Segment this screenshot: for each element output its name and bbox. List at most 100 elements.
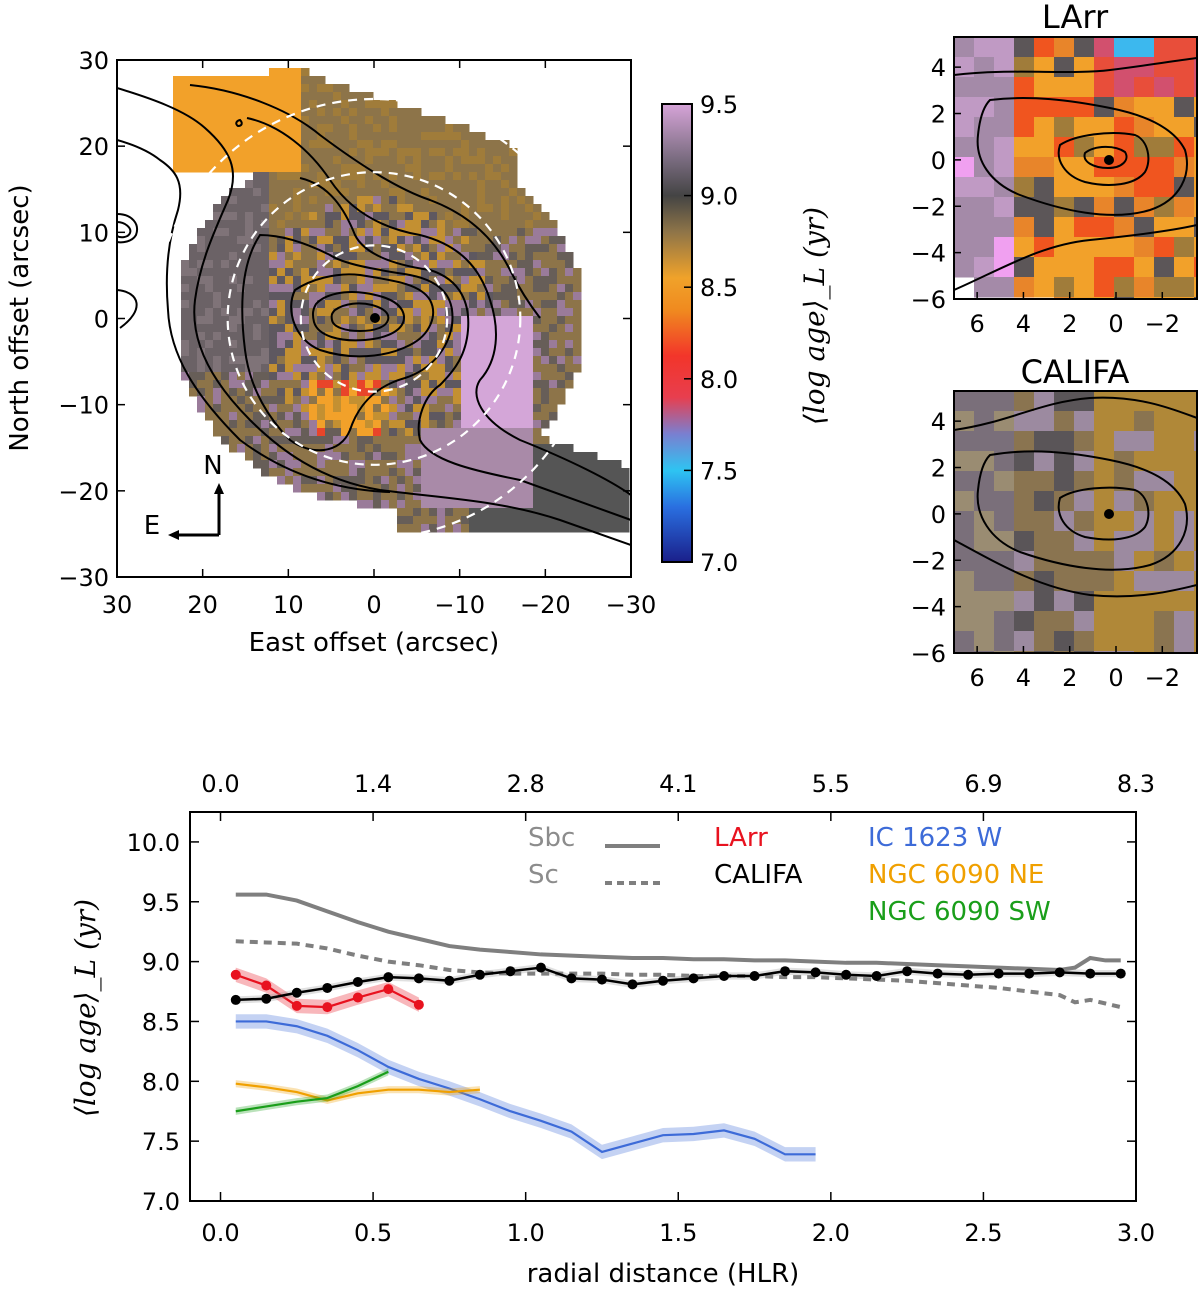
map-pixel [485, 492, 494, 501]
map-pixel [229, 260, 238, 269]
inset-y-tick-label: 2 [931, 455, 946, 483]
map-pixel [621, 468, 630, 477]
map-pixel [573, 356, 582, 365]
map-pixel [317, 220, 326, 229]
main-map-contours [117, 84, 631, 546]
inset-pixel [974, 37, 995, 58]
map-pixel [573, 276, 582, 285]
inset-pixel [1094, 391, 1115, 412]
map-pixel [485, 356, 494, 365]
map-pixel [509, 324, 518, 333]
map-pixel [413, 116, 422, 125]
map-pixel [197, 372, 206, 381]
map-pixel [277, 92, 286, 101]
map-pixel [277, 220, 286, 229]
map-pixel [317, 108, 326, 117]
profile-top-tick-label: 0.0 [201, 770, 239, 798]
map-pixel [445, 284, 454, 293]
inset-pixel [1054, 77, 1075, 98]
map-pixel [245, 292, 254, 301]
map-pixel [365, 276, 374, 285]
map-pixel [493, 252, 502, 261]
map-pixel [421, 316, 430, 325]
series-line-califa [235, 966, 1121, 1002]
map-pixel [501, 332, 510, 341]
map-pixel [341, 156, 350, 165]
map-pixel [301, 292, 310, 301]
series-band-ic-1623-w [235, 1014, 816, 1162]
map-pixel [517, 388, 526, 397]
map-pixel [437, 268, 446, 277]
map-pixel [333, 492, 342, 501]
inset-pixel [1034, 591, 1055, 612]
map-pixel [341, 396, 350, 405]
map-pixel [453, 180, 462, 189]
map-pixel [189, 284, 198, 293]
map-pixel [517, 516, 526, 525]
map-pixel [325, 148, 334, 157]
map-pixel [421, 356, 430, 365]
map-pixel [245, 220, 254, 229]
map-pixel [485, 172, 494, 181]
map-pixel [381, 244, 390, 253]
map-pixel [181, 308, 190, 317]
series-point-califa [749, 970, 760, 981]
map-pixel [221, 196, 230, 205]
map-pixel [437, 228, 446, 237]
map-pixel [237, 156, 246, 165]
map-pixel [213, 212, 222, 221]
inset-pixel [1034, 157, 1055, 178]
map-pixel [493, 204, 502, 213]
map-pixel [357, 116, 366, 125]
map-pixel [549, 324, 558, 333]
inset-pixel [1094, 431, 1115, 452]
map-pixel [477, 188, 486, 197]
map-pixel [533, 284, 542, 293]
inset-pixel [1194, 631, 1197, 652]
map-pixel [477, 324, 486, 333]
map-pixel [581, 508, 590, 517]
map-pixel [413, 420, 422, 429]
map-pixel [301, 132, 310, 141]
inset-pixel [1094, 571, 1115, 592]
colorbar-ticks: 9.59.08.58.07.57.0 [684, 91, 738, 577]
map-pixel [285, 204, 294, 213]
map-pixel [213, 340, 222, 349]
map-pixel [549, 308, 558, 317]
legend-sbc-label: Sbc [528, 823, 575, 853]
map-pixel [229, 116, 238, 125]
map-pixel [261, 204, 270, 213]
map-pixel [221, 412, 230, 421]
map-pixel [293, 404, 302, 413]
inset-pixel [954, 451, 975, 472]
map-pixel [613, 460, 622, 469]
series-point-califa [1054, 967, 1065, 978]
map-pixel [397, 468, 406, 477]
map-pixel [421, 236, 430, 245]
map-pixel [381, 140, 390, 149]
map-pixel [213, 356, 222, 365]
map-pixel [493, 516, 502, 525]
map-pixel [333, 244, 342, 253]
map-pixel [397, 268, 406, 277]
inset-pixel [1134, 157, 1155, 178]
map-pixel [333, 172, 342, 181]
map-pixel [285, 420, 294, 429]
map-pixel [261, 132, 270, 141]
profile-frame [189, 811, 1137, 1202]
map-pixel [341, 364, 350, 373]
map-pixel [517, 324, 526, 333]
inset-pixel [1174, 591, 1195, 612]
map-pixel [421, 212, 430, 221]
map-pixel [421, 220, 430, 229]
inset-pixel [1114, 511, 1135, 532]
map-pixel [181, 292, 190, 301]
map-pixel [469, 340, 478, 349]
map-pixel [445, 500, 454, 509]
inset-pixel [1054, 591, 1075, 612]
map-pixel [445, 452, 454, 461]
map-pixel [549, 500, 558, 509]
map-pixel [525, 452, 534, 461]
map-pixel [437, 364, 446, 373]
map-pixel [485, 252, 494, 261]
